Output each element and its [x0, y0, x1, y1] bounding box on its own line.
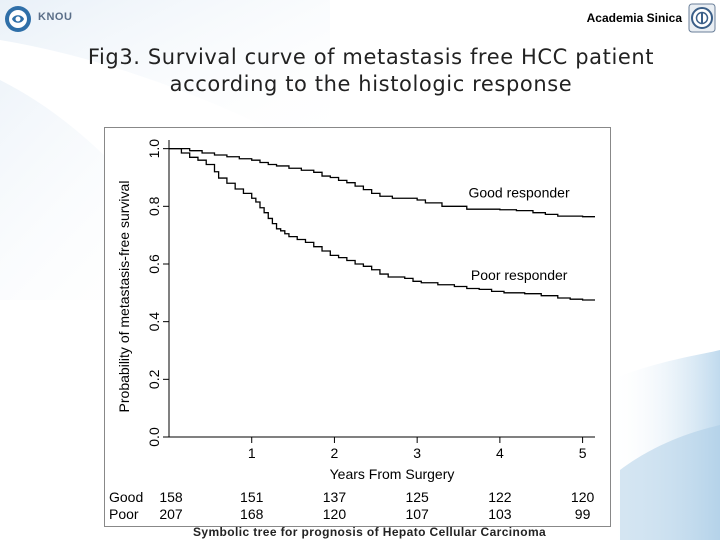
x-tick-label: 2 [331, 445, 339, 461]
risk-table-row-label: Poor [109, 506, 139, 522]
academia-sinica-emblem-icon [688, 3, 716, 33]
curve-label-poor-responder: Poor responder [471, 267, 568, 283]
y-tick-label: 0.0 [146, 427, 162, 447]
risk-table-cell: 122 [488, 489, 512, 505]
y-tick-label: 1.0 [146, 139, 162, 159]
x-axis-label: Years From Surgery [330, 466, 455, 482]
survival-chart: 0.0 0.2 0.4 0.6 0.8 1.0 1 2 3 4 5 Years From Surger… [109, 139, 595, 522]
risk-table-cell: 103 [488, 506, 512, 522]
y-tick-label: 0.2 [146, 369, 162, 389]
x-tick-label: 5 [579, 445, 587, 461]
slide-title-line-2: according to the histologic response [169, 72, 573, 96]
x-tick-label: 1 [248, 445, 256, 461]
risk-table-cell: 120 [323, 506, 347, 522]
risk-table-cell: 168 [240, 506, 264, 522]
slide-caption: Symbolic tree for prognosis of Hepato Ce… [193, 525, 547, 539]
x-tick-label: 4 [496, 445, 504, 461]
x-tick-label: 3 [413, 445, 421, 461]
slide-title: Fig3. Survival curve of metastasis free … [0, 44, 720, 98]
risk-table-cell: 125 [405, 489, 429, 505]
risk-table-cell: 99 [575, 506, 591, 522]
curve-label-good-responder: Good responder [468, 185, 570, 201]
risk-table-row-label: Good [109, 489, 143, 505]
survival-curve-good-responder [169, 148, 595, 218]
header-logo-text: KNOU [38, 11, 73, 23]
slide-title-line-1: Fig3. Survival curve of metastasis free … [87, 45, 655, 69]
risk-table-cell: 137 [323, 489, 347, 505]
survival-chart-panel: 0.0 0.2 0.4 0.6 0.8 1.0 1 2 3 4 5 Years From Surger… [104, 127, 611, 527]
y-tick-label: 0.6 [146, 254, 162, 274]
knou-emblem-icon [5, 6, 31, 32]
risk-table-cell: 151 [240, 489, 264, 505]
risk-table-cell: 120 [571, 489, 595, 505]
survival-curve-poor-responder [169, 148, 595, 301]
organization-name: Academia Sinica [586, 11, 682, 25]
y-tick-label: 0.4 [146, 312, 162, 332]
risk-table-cell: 207 [159, 506, 183, 522]
risk-table-cell: 107 [405, 506, 429, 522]
y-axis-label: Probability of metastasis-free survival [116, 181, 132, 413]
y-tick-label: 0.8 [146, 196, 162, 216]
risk-table-cell: 158 [159, 489, 183, 505]
